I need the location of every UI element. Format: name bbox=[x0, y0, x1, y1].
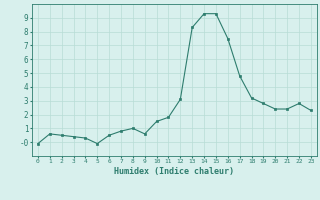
X-axis label: Humidex (Indice chaleur): Humidex (Indice chaleur) bbox=[115, 167, 234, 176]
